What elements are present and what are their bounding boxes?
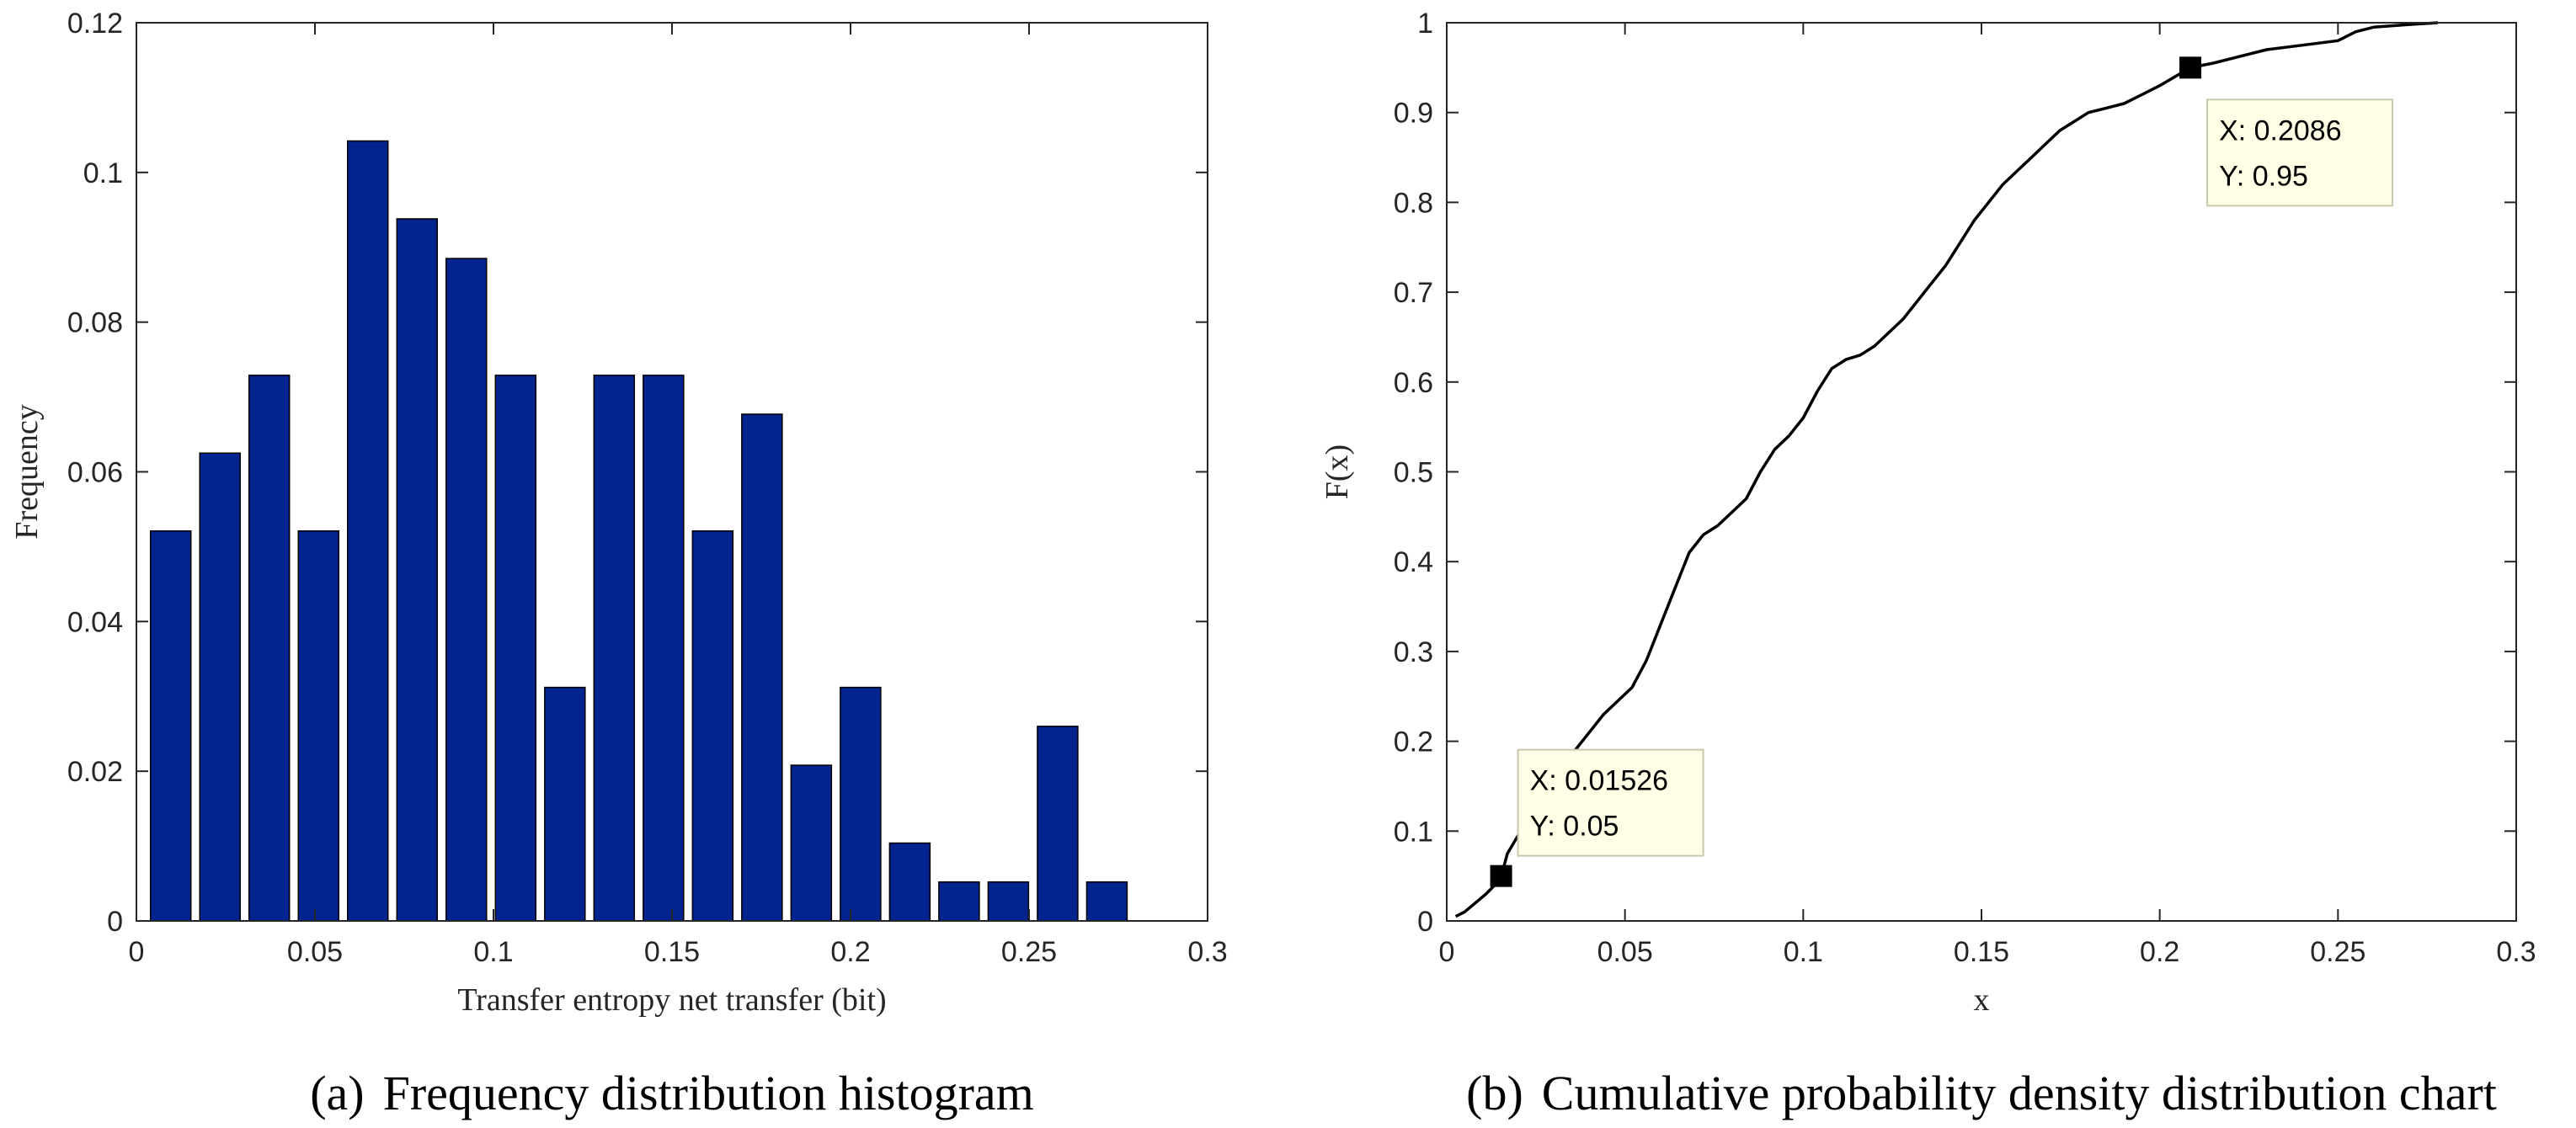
histogram-ticks: 0 0.05 0.1 0.15 0.2 0.25 0.3 0 0.02 0.04 0.06 0.08 0…	[67, 8, 1228, 968]
histogram-x-axis-label: Transfer entropy net transfer (bit)	[457, 982, 886, 1018]
histogram-x-tick-label: 0.3	[1187, 936, 1227, 968]
histogram-y-tick-label: 0.08	[67, 307, 123, 339]
histogram-y-tick-label: 0.02	[67, 756, 123, 788]
histogram-bars	[149, 140, 1128, 922]
cdf-caption-title: Cumulative probability density distribut…	[1542, 1066, 2497, 1120]
histogram-x-tick-label: 0.25	[1001, 936, 1057, 968]
histogram-x-tick-label: 0.2	[830, 936, 870, 968]
cdf-caption: (b) Cumulative probability density distri…	[1466, 1066, 2497, 1120]
histogram-bar	[643, 375, 685, 922]
histogram-bar	[741, 413, 783, 922]
datatip-x-label: X: 0.01526	[1530, 765, 1668, 797]
histogram-bar	[149, 529, 192, 922]
histogram-caption: (a) Frequency distribution histogram	[310, 1066, 1034, 1120]
cdf-y-tick-label: 0.3	[1394, 636, 1433, 668]
cdf-x-tick-label: 0.2	[2140, 936, 2179, 968]
histogram-bar	[593, 375, 636, 922]
cdf-y-tick-label: 0.7	[1394, 277, 1433, 309]
histogram-x-tick-label: 0	[129, 936, 145, 968]
histogram-y-tick-label: 0.04	[67, 606, 123, 638]
cdf-x-tick-label: 0.1	[1784, 936, 1823, 968]
cdf-y-tick-label: 1	[1417, 8, 1433, 40]
cdf-x-tick-label: 0.25	[2310, 936, 2365, 968]
histogram-bar	[790, 764, 833, 922]
datatip-marker	[2179, 56, 2202, 79]
cdf-x-axis-label: x	[1974, 982, 1990, 1018]
cdf-y-tick-label: 0.4	[1394, 546, 1433, 578]
histogram-bar	[494, 375, 537, 922]
cdf-ticks: 0 0.05 0.1 0.15 0.2 0.25 0.3 0 0.1 0.2 0.3 0.4 0.5 0.…	[1394, 8, 2536, 968]
histogram-x-tick-label: 0.1	[473, 936, 513, 968]
datatip-y-label: Y: 0.95	[2219, 160, 2308, 192]
histogram-y-axis-label: Frequency	[9, 404, 45, 539]
histogram-bar	[987, 881, 1030, 922]
histogram-bar	[1037, 726, 1079, 922]
histogram-bar	[199, 452, 241, 922]
cdf-y-tick-label: 0.5	[1394, 457, 1433, 489]
histogram-panel: 0 0.05 0.1 0.15 0.2 0.25 0.3 0 0.02 0.04 0.06 0.08 0…	[9, 8, 1228, 1120]
cdf-y-tick-label: 0.8	[1394, 187, 1433, 219]
cdf-datatip[interactable]: X: 0.01526 Y: 0.05	[1490, 748, 1704, 887]
histogram-caption-prefix: (a)	[310, 1066, 364, 1120]
histogram-bar	[544, 686, 586, 922]
cdf-x-tick-label: 0.15	[1954, 936, 2009, 968]
cdf-datatip[interactable]: X: 0.2086 Y: 0.95	[2179, 56, 2394, 207]
cdf-y-tick-label: 0.2	[1394, 726, 1433, 758]
histogram-bar	[1085, 881, 1128, 922]
cdf-x-tick-label: 0	[1439, 936, 1455, 968]
histogram-bar	[938, 881, 980, 922]
cdf-y-tick-label: 0.1	[1394, 816, 1433, 848]
datatip-y-label: Y: 0.05	[1530, 811, 1619, 843]
histogram-y-tick-label: 0.1	[83, 157, 123, 189]
histogram-caption-title: Frequency distribution histogram	[383, 1066, 1034, 1120]
histogram-bar	[888, 842, 931, 922]
histogram-bar	[396, 218, 439, 922]
cdf-caption-prefix: (b)	[1466, 1066, 1523, 1120]
histogram-axes-frame	[136, 22, 1208, 922]
histogram-x-tick-label: 0.15	[644, 936, 700, 968]
cdf-y-tick-label: 0.6	[1394, 367, 1433, 399]
histogram-bar	[840, 686, 882, 922]
datatip-box	[2206, 98, 2394, 207]
histogram-bar	[347, 140, 389, 922]
histogram-y-tick-label: 0.06	[67, 457, 123, 489]
histogram-bar	[248, 375, 291, 922]
cdf-y-tick-label: 0	[1417, 906, 1433, 938]
histogram-y-tick-label: 0.12	[67, 8, 123, 40]
histogram-y-tick-label: 0	[107, 906, 123, 938]
cdf-x-tick-label: 0.3	[2496, 936, 2536, 968]
cdf-y-axis-label: F(x)	[1320, 444, 1355, 499]
cdf-y-tick-label: 0.9	[1394, 98, 1433, 130]
histogram-bar	[445, 258, 488, 922]
histogram-bar	[297, 529, 339, 922]
histogram-bar	[691, 529, 734, 922]
datatip-marker	[1490, 865, 1512, 887]
histogram-x-tick-label: 0.05	[287, 936, 343, 968]
cdf-datatips: X: 0.01526 Y: 0.05 X: 0.2086 Y: 0.95	[1490, 56, 2394, 887]
cdf-axes-frame	[1446, 22, 2517, 922]
cdf-panel: 0 0.05 0.1 0.15 0.2 0.25 0.3 0 0.1 0.2 0.3 0.4 0.5 0.…	[1320, 8, 2536, 1120]
datatip-box	[1517, 748, 1704, 857]
datatip-x-label: X: 0.2086	[2219, 114, 2342, 146]
cdf-x-tick-label: 0.05	[1597, 936, 1653, 968]
